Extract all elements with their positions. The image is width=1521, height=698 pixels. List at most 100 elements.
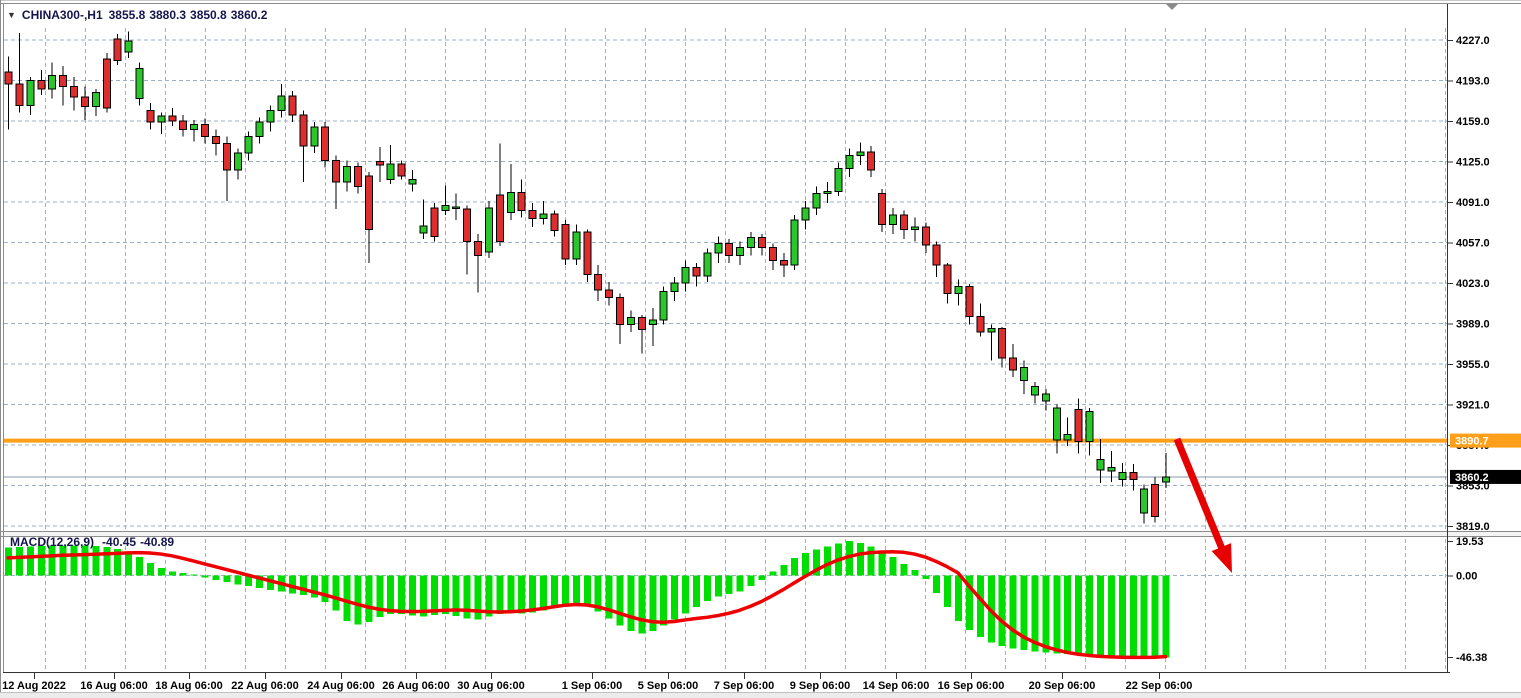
candle-body bbox=[834, 168, 843, 192]
time-label: 24 Aug 06:00 bbox=[307, 680, 374, 692]
candle-body bbox=[179, 120, 188, 130]
candle-body bbox=[157, 115, 166, 123]
macd-bar bbox=[1086, 575, 1094, 656]
time-label: 30 Aug 06:00 bbox=[457, 680, 524, 692]
pane-splitter[interactable] bbox=[0, 531, 1521, 537]
macd-bar bbox=[867, 546, 875, 576]
macd-bar bbox=[419, 575, 427, 617]
price-label: 4057.0 bbox=[1456, 238, 1490, 250]
candle-body bbox=[605, 289, 614, 298]
macd-bar bbox=[15, 546, 23, 576]
orange-level-badge bbox=[1450, 433, 1521, 448]
candle-body bbox=[616, 296, 625, 326]
macd-bar bbox=[529, 575, 537, 613]
candle-body bbox=[899, 214, 908, 230]
candle-body bbox=[299, 114, 308, 147]
candle-body bbox=[921, 226, 930, 246]
candle-body bbox=[364, 175, 373, 230]
candle-body bbox=[168, 115, 177, 122]
candle-body bbox=[255, 121, 264, 137]
candle-body bbox=[823, 190, 832, 195]
macd-bar bbox=[878, 551, 886, 576]
macd-bar bbox=[933, 575, 941, 594]
price-label: 3955.0 bbox=[1456, 359, 1490, 371]
candlestick-series bbox=[4, 31, 1171, 524]
candle-body bbox=[1085, 411, 1094, 442]
macd-bar bbox=[561, 575, 569, 605]
candle-body bbox=[987, 327, 996, 333]
macd-bar bbox=[911, 570, 919, 576]
macd-bar bbox=[802, 553, 810, 576]
candle-body bbox=[375, 161, 384, 166]
macd-bar bbox=[998, 575, 1006, 646]
candle-body bbox=[790, 219, 799, 266]
macd-bar bbox=[125, 553, 133, 576]
macd-bar bbox=[736, 575, 744, 592]
macd-bar bbox=[5, 547, 12, 576]
macd-bar bbox=[223, 575, 231, 583]
time-label: 26 Aug 06:00 bbox=[382, 680, 449, 692]
price-label: 4193.0 bbox=[1456, 76, 1490, 88]
macd-bar bbox=[1140, 575, 1148, 658]
macd-bar bbox=[845, 541, 853, 576]
candle-body bbox=[572, 231, 581, 260]
candle-body bbox=[26, 80, 35, 107]
macd-bar bbox=[572, 575, 580, 604]
macd-bar bbox=[1075, 575, 1083, 655]
macd-signal-line bbox=[6, 550, 1168, 660]
macd-bar bbox=[703, 575, 711, 601]
macd-bar bbox=[692, 575, 700, 608]
macd-bar bbox=[1129, 575, 1137, 657]
macd-bar bbox=[1118, 575, 1126, 657]
macd-bar bbox=[605, 575, 613, 619]
macd-bar bbox=[1151, 575, 1159, 658]
macd-bar bbox=[769, 571, 777, 576]
candle-body bbox=[517, 191, 526, 211]
macd-bar bbox=[551, 575, 558, 609]
candle-body bbox=[1009, 357, 1018, 371]
macd-bar bbox=[1042, 575, 1050, 653]
macd-bar bbox=[146, 563, 154, 576]
time-label: 16 Aug 06:00 bbox=[80, 680, 147, 692]
macd-bar bbox=[1162, 575, 1170, 658]
time-label: 7 Sep 06:00 bbox=[714, 680, 775, 692]
macd-bar bbox=[474, 575, 482, 620]
macd-bar bbox=[452, 575, 460, 616]
macd-bar bbox=[179, 573, 187, 576]
chart-menu-arrow-icon[interactable]: ▼ bbox=[7, 9, 16, 20]
candle-body bbox=[310, 126, 319, 147]
candle-body bbox=[845, 155, 854, 170]
candle-body bbox=[222, 143, 231, 171]
macd-bar bbox=[70, 545, 78, 576]
macd-bar bbox=[103, 547, 111, 576]
candle-body bbox=[1162, 476, 1171, 483]
macd-bar bbox=[540, 575, 548, 611]
macd-bar bbox=[1107, 575, 1115, 657]
macd-bar bbox=[398, 575, 406, 614]
macd-bar bbox=[660, 575, 668, 626]
macd-bar bbox=[343, 575, 351, 622]
candle-body bbox=[856, 151, 865, 157]
candle-body bbox=[397, 163, 406, 177]
badge-text: 3890.7 bbox=[1455, 436, 1489, 448]
time-axis[interactable]: 12 Aug 2022 16 Aug 06:00 18 Aug 06:00 22 Au… bbox=[2, 673, 1192, 692]
candle-body bbox=[80, 96, 89, 108]
time-label: 18 Aug 06:00 bbox=[155, 680, 222, 692]
ohlc-open: 3855.8 bbox=[108, 8, 146, 22]
candle-body bbox=[801, 207, 810, 221]
macd-bar bbox=[376, 575, 384, 617]
macd-name: MACD(12,26,9) bbox=[10, 535, 95, 549]
candle-body bbox=[277, 95, 286, 111]
macd-axis[interactable]: 19.53 0.00 -46.38 bbox=[1447, 536, 1487, 664]
candle-body bbox=[48, 75, 57, 90]
macd-bar bbox=[463, 575, 471, 619]
price-label: 4125.0 bbox=[1456, 157, 1490, 169]
candle-body bbox=[91, 91, 100, 108]
macd-bar bbox=[256, 575, 264, 588]
macd-bar bbox=[649, 575, 657, 631]
candle-body bbox=[943, 264, 952, 295]
trend-arrow[interactable] bbox=[1173, 437, 1232, 573]
chart-shift-marker-icon[interactable] bbox=[1166, 4, 1178, 10]
time-label: 5 Sep 06:00 bbox=[638, 680, 699, 692]
